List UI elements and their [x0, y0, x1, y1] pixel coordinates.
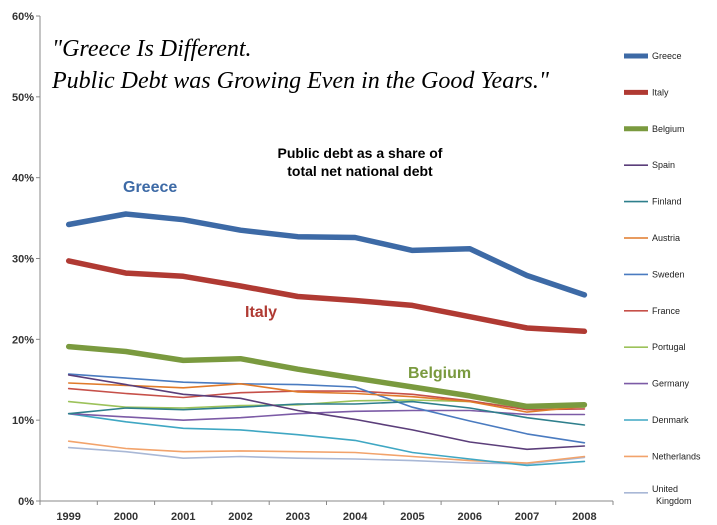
- y-tick-label: 40%: [12, 173, 34, 185]
- series-line-netherlands: [67, 440, 586, 464]
- series-line-finland: [67, 400, 586, 426]
- legend-label-portugal: Portugal: [652, 342, 686, 352]
- chart-title-line2: Public Debt was Growing Even in the Good…: [51, 68, 550, 94]
- y-tick-label: 10%: [12, 415, 34, 427]
- x-tick-label: 2000: [114, 511, 138, 523]
- series-line-france: [67, 387, 586, 411]
- series-line-united-kingdom: [67, 446, 586, 465]
- chart-subtitle-line2: total net national debt: [287, 163, 433, 179]
- legend-label-denmark: Denmark: [652, 415, 689, 425]
- y-tick-label: 0%: [18, 496, 34, 508]
- series-line-sweden: [67, 373, 586, 444]
- y-tick-label: 60%: [12, 11, 34, 23]
- series-line-austria: [67, 382, 586, 413]
- greece-annotation: Greece: [123, 179, 177, 196]
- x-tick-label: 2004: [343, 511, 368, 523]
- legend-label-united-kingdom: United Kingdom: [652, 484, 692, 506]
- x-tick-label: 2006: [458, 511, 482, 523]
- series-line-italy: [65, 258, 588, 335]
- series-line-belgium: [65, 343, 588, 410]
- legend-label-germany: Germany: [652, 379, 690, 389]
- y-tick-label: 20%: [12, 334, 34, 346]
- y-tick-label: 50%: [12, 92, 34, 104]
- legend: Greece Italy Belgium Spain Finland Austria Swe…: [624, 51, 701, 506]
- chart-title-line1: "Greece Is Different.: [52, 36, 252, 62]
- y-tick-label: 30%: [12, 254, 34, 266]
- x-tick-label: 2003: [286, 511, 310, 523]
- x-tick-label: 2005: [400, 511, 424, 523]
- series-line-denmark: [67, 412, 586, 467]
- legend-label-spain: Spain: [652, 160, 675, 170]
- series-line-spain: [67, 374, 586, 451]
- legend-label-sweden: Sweden: [652, 269, 685, 279]
- x-tick-label: 1999: [56, 511, 80, 523]
- x-tick-label: 2007: [515, 511, 539, 523]
- x-tick-label: 2008: [572, 511, 596, 523]
- legend-label-belgium: Belgium: [652, 124, 685, 134]
- legend-label-finland: Finland: [652, 197, 682, 207]
- x-tick-label: 2002: [228, 511, 252, 523]
- legend-label-france: France: [652, 306, 680, 316]
- italy-annotation: Italy: [245, 304, 277, 321]
- belgium-annotation: Belgium: [408, 365, 471, 382]
- x-tick-label: 2001: [171, 511, 195, 523]
- legend-label-austria: Austria: [652, 233, 680, 243]
- legend-label-italy: Italy: [652, 87, 669, 97]
- legend-label-netherlands: Netherlands: [652, 451, 701, 461]
- chart-subtitle-line1: Public debt as a share of: [278, 145, 443, 161]
- legend-label-greece: Greece: [652, 51, 682, 61]
- series-line-greece: [65, 211, 588, 298]
